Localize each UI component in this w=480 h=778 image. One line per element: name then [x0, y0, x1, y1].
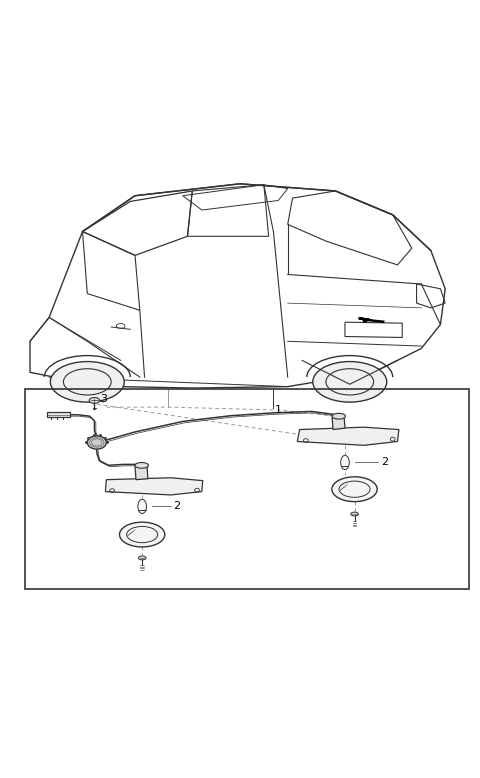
Ellipse shape	[50, 362, 124, 402]
Ellipse shape	[138, 556, 146, 560]
Ellipse shape	[313, 362, 387, 402]
Ellipse shape	[135, 462, 148, 468]
Ellipse shape	[351, 512, 359, 516]
Ellipse shape	[120, 522, 165, 547]
Text: 3: 3	[100, 394, 108, 404]
Polygon shape	[332, 416, 345, 429]
Text: 1: 1	[275, 405, 282, 415]
Polygon shape	[47, 412, 70, 417]
Ellipse shape	[341, 455, 349, 470]
Ellipse shape	[87, 436, 107, 449]
Ellipse shape	[89, 398, 100, 403]
Text: 2: 2	[381, 457, 388, 468]
Polygon shape	[106, 478, 203, 495]
Bar	[25, 389, 469, 590]
Ellipse shape	[138, 499, 146, 513]
Ellipse shape	[332, 413, 346, 419]
Ellipse shape	[332, 477, 377, 502]
Polygon shape	[135, 465, 148, 480]
Polygon shape	[297, 427, 399, 445]
Text: 2: 2	[173, 501, 180, 511]
